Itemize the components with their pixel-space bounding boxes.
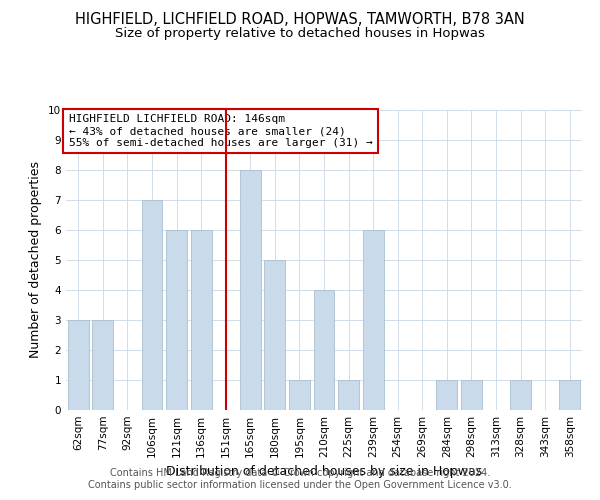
Bar (362, 230, 383, 410)
Text: Contains HM Land Registry data © Crown copyright and database right 2024.: Contains HM Land Registry data © Crown c… (110, 468, 490, 477)
Bar (92, 320, 113, 410)
Bar (461, 380, 482, 410)
Bar (166, 230, 187, 410)
Bar (240, 170, 261, 410)
Bar (559, 380, 580, 410)
Text: Size of property relative to detached houses in Hopwas: Size of property relative to detached ho… (115, 28, 485, 40)
Bar (436, 380, 457, 410)
Bar (191, 230, 212, 410)
Bar (265, 260, 286, 410)
Bar (68, 320, 89, 410)
Bar (338, 380, 359, 410)
X-axis label: Distribution of detached houses by size in Hopwas: Distribution of detached houses by size … (166, 466, 482, 478)
Text: HIGHFIELD, LICHFIELD ROAD, HOPWAS, TAMWORTH, B78 3AN: HIGHFIELD, LICHFIELD ROAD, HOPWAS, TAMWO… (75, 12, 525, 28)
Text: Contains public sector information licensed under the Open Government Licence v3: Contains public sector information licen… (88, 480, 512, 490)
Y-axis label: Number of detached properties: Number of detached properties (29, 162, 43, 358)
Bar (314, 290, 334, 410)
Bar (510, 380, 531, 410)
Bar (142, 200, 163, 410)
Text: HIGHFIELD LICHFIELD ROAD: 146sqm
← 43% of detached houses are smaller (24)
55% o: HIGHFIELD LICHFIELD ROAD: 146sqm ← 43% o… (68, 114, 373, 148)
Bar (289, 380, 310, 410)
